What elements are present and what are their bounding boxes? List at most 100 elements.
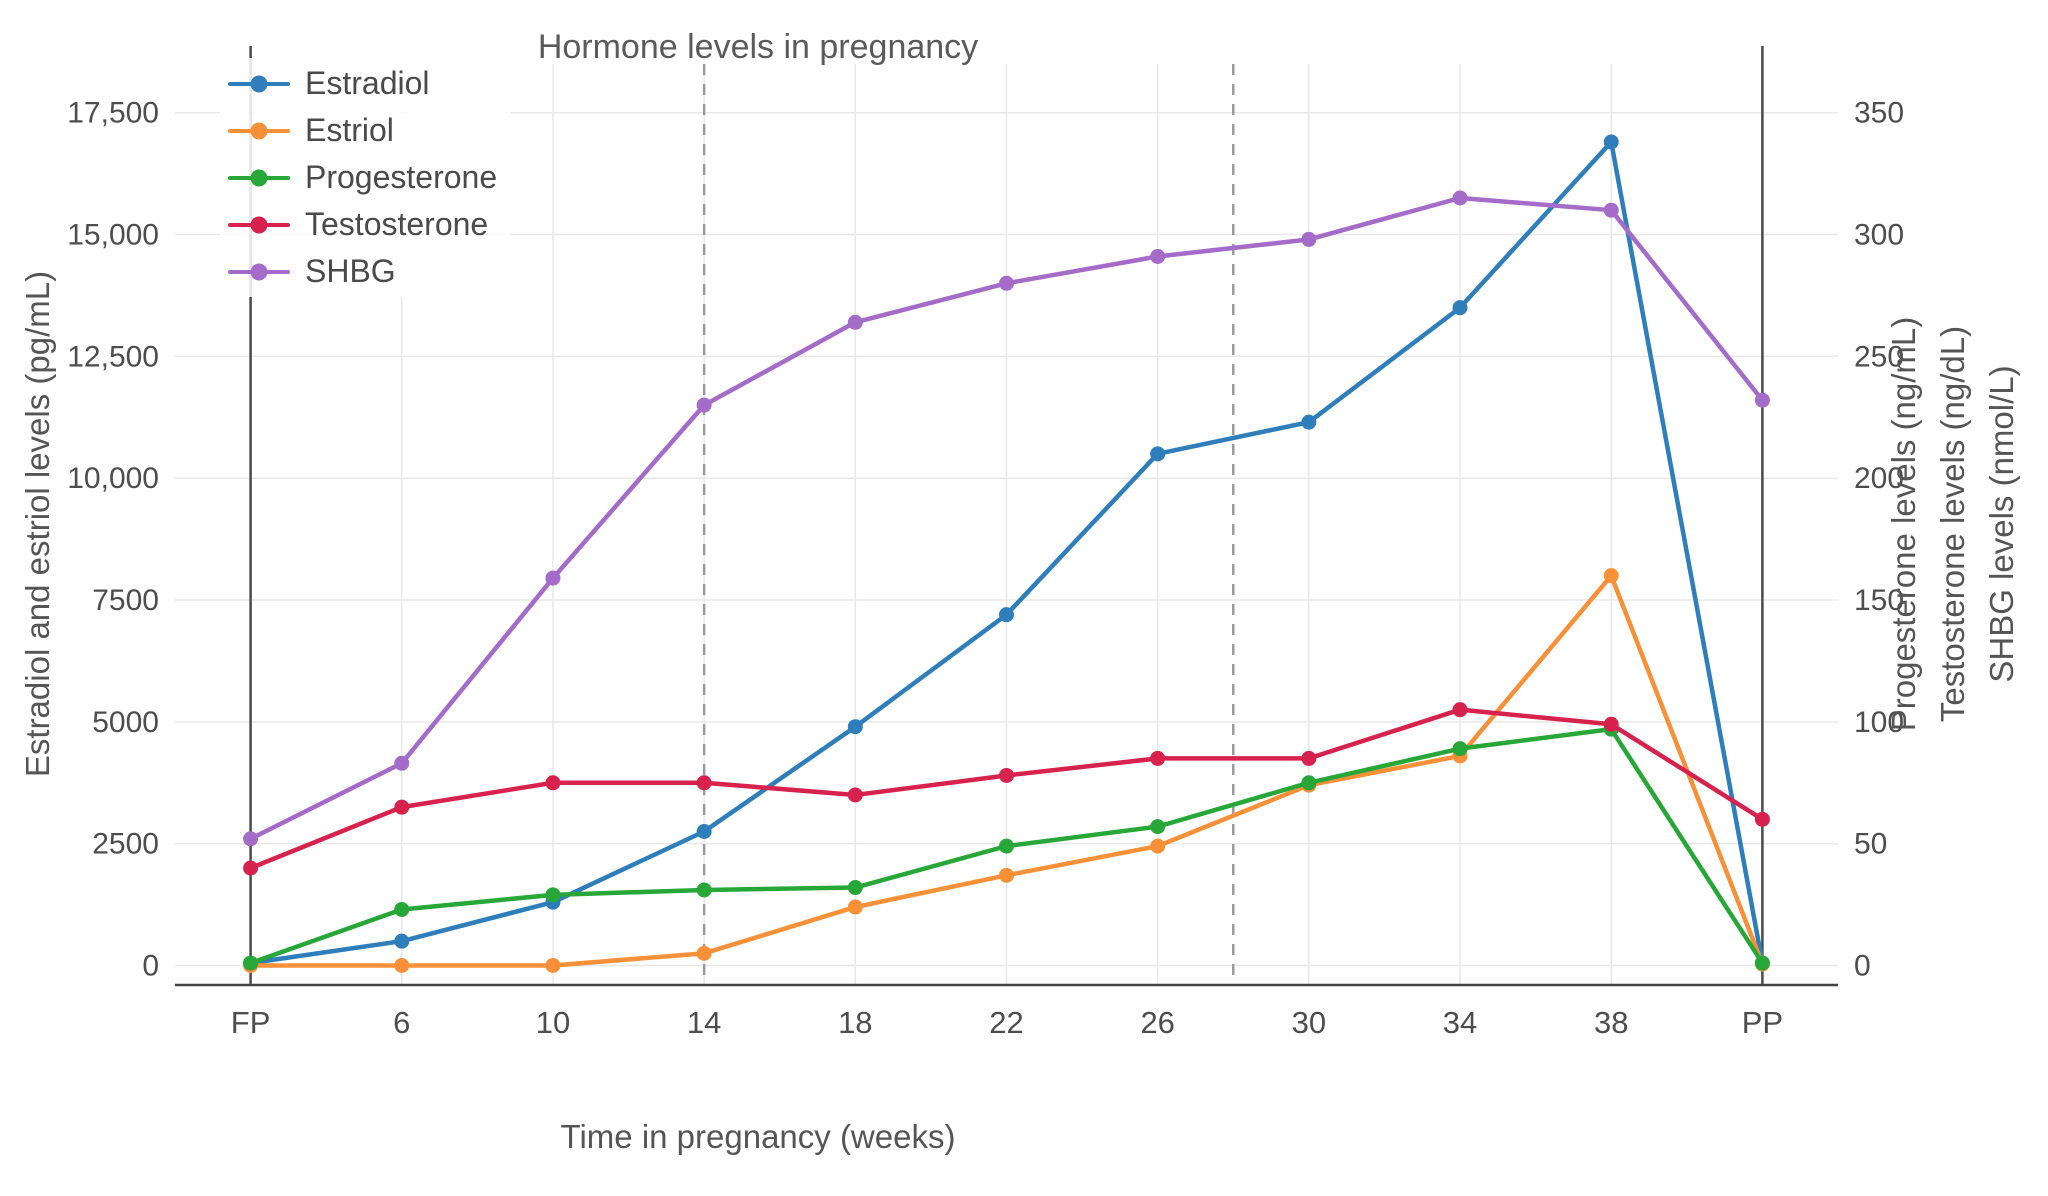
marker-shbg [847, 314, 863, 330]
x-tick-label: 6 [393, 1005, 410, 1040]
legend-item-estriol[interactable]: Estriol [228, 111, 497, 150]
legend-swatch-line-estradiol [228, 75, 290, 92]
marker-testosterone [1301, 750, 1317, 766]
marker-shbg [243, 831, 259, 847]
marker-testosterone [847, 787, 863, 803]
legend-marker-dot-icon [250, 263, 268, 280]
marker-testosterone [1603, 716, 1619, 732]
marker-estradiol [847, 719, 863, 735]
legend-item-shbg[interactable]: SHBG [228, 252, 497, 291]
marker-estriol [696, 945, 712, 961]
marker-shbg [999, 275, 1014, 291]
legend-item-testosterone[interactable]: Testosterone [228, 205, 497, 244]
x-tick-label: 10 [536, 1005, 570, 1040]
legend-label-progesterone: Progesterone [305, 159, 498, 195]
x-tick-label: 14 [687, 1005, 721, 1040]
x-tick-label: 34 [1443, 1005, 1477, 1040]
legend-label-testosterone: Testosterone [305, 206, 489, 242]
marker-progesterone [1452, 741, 1468, 757]
legend-marker-dot-icon [250, 122, 268, 139]
marker-testosterone [999, 767, 1014, 783]
marker-shbg [545, 570, 561, 586]
legend-swatch-line-shbg [228, 263, 290, 280]
marker-shbg [1603, 202, 1619, 218]
marker-testosterone [545, 775, 561, 791]
marker-testosterone [1754, 811, 1770, 827]
marker-estradiol [1150, 446, 1166, 462]
marker-estriol [1150, 838, 1166, 854]
marker-testosterone [394, 799, 410, 815]
marker-testosterone [696, 775, 712, 791]
marker-progesterone [545, 887, 561, 903]
marker-estriol [847, 899, 863, 915]
x-tick-label: 30 [1292, 1005, 1326, 1040]
right-tick-label: 250 [1854, 340, 1904, 373]
marker-estriol [545, 958, 561, 974]
x-tick-label: 18 [838, 1005, 872, 1040]
legend-marker-dot-icon [250, 216, 268, 233]
right-tick-label: 150 [1854, 584, 1904, 617]
marker-progesterone [1301, 775, 1317, 791]
legend-swatch-line-testosterone [228, 216, 290, 233]
marker-shbg [1452, 190, 1468, 206]
right-axis-title-testosterone: Testosterone levels (ng/dL) [1934, 325, 1971, 723]
legend-item-progesterone[interactable]: Progesterone [228, 158, 497, 197]
marker-shbg [1754, 392, 1770, 408]
right-axis-title-shbg: SHBG levels (nmol/L) [1983, 365, 2020, 683]
x-tick-label: 22 [989, 1005, 1023, 1040]
marker-testosterone [1452, 702, 1468, 718]
legend-marker-dot-icon [250, 75, 268, 92]
left-axis-title: Estradiol and estriol levels (pg/mL) [19, 270, 56, 778]
marker-shbg [1301, 231, 1317, 247]
marker-progesterone [394, 901, 410, 917]
left-tick-label: 5000 [92, 706, 159, 739]
legend-label-estradiol: Estradiol [305, 65, 430, 101]
marker-estradiol [1603, 134, 1619, 150]
x-axis-title: Time in pregnancy (weeks) [560, 1118, 956, 1155]
legend-item-estradiol[interactable]: Estradiol [228, 64, 497, 103]
marker-shbg [696, 397, 712, 413]
marker-estriol [999, 867, 1014, 883]
left-tick-label: 10,000 [67, 462, 159, 495]
right-axis-title-progesterone: Progesterone levels (ng/mL) [1885, 316, 1922, 732]
x-tick-label: 26 [1140, 1005, 1174, 1040]
right-tick-label: 350 [1854, 97, 1904, 130]
legend: Estradiol Estriol Progesterone Testosterone… [220, 58, 512, 297]
marker-progesterone [243, 955, 259, 971]
marker-testosterone [243, 860, 259, 876]
legend-label-shbg: SHBG [305, 253, 396, 289]
left-tick-label: 7500 [92, 584, 159, 617]
right-tick-label: 50 [1854, 828, 1887, 861]
marker-testosterone [1150, 750, 1166, 766]
marker-progesterone [999, 838, 1014, 854]
right-tick-label: 0 [1854, 950, 1871, 983]
marker-shbg [394, 755, 410, 771]
left-tick-label: 2500 [92, 828, 159, 861]
marker-estradiol [999, 607, 1014, 623]
x-tick-label: 38 [1594, 1005, 1628, 1040]
legend-swatch-line-estriol [228, 122, 290, 139]
chart-title: Hormone levels in pregnancy [537, 28, 979, 66]
x-tick-label: FP [231, 1005, 271, 1040]
marker-shbg [1150, 248, 1166, 264]
legend-marker-dot-icon [250, 169, 268, 186]
marker-estriol [394, 958, 410, 974]
right-tick-label: 200 [1854, 462, 1904, 495]
marker-estriol [1603, 568, 1619, 584]
left-tick-label: 15,000 [67, 219, 159, 252]
marker-estradiol [1452, 300, 1468, 316]
right-tick-label: 300 [1854, 219, 1904, 252]
marker-progesterone [1150, 819, 1166, 835]
marker-progesterone [1754, 955, 1770, 971]
marker-estradiol [394, 933, 410, 949]
legend-swatch-line-progesterone [228, 169, 290, 186]
left-tick-label: 0 [142, 950, 159, 983]
legend-label-estriol: Estriol [305, 112, 394, 148]
left-tick-label: 12,500 [67, 340, 159, 373]
marker-estradiol [1301, 414, 1317, 430]
marker-estradiol [696, 824, 712, 839]
marker-progesterone [696, 882, 712, 898]
left-tick-label: 17,500 [67, 97, 159, 130]
